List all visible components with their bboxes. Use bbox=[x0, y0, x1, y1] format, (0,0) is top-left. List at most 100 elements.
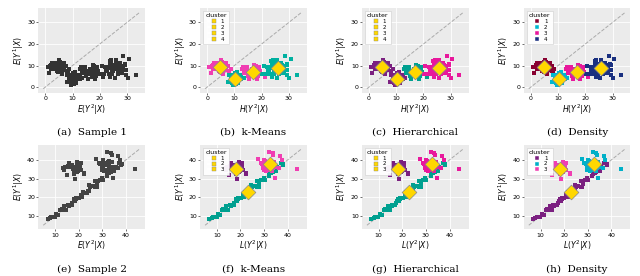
Point bbox=[564, 172, 575, 177]
Point bbox=[71, 80, 81, 84]
Point bbox=[273, 67, 283, 71]
Point bbox=[64, 75, 74, 79]
Point bbox=[577, 70, 588, 75]
Point bbox=[51, 212, 61, 216]
Point bbox=[60, 168, 70, 172]
Point bbox=[223, 172, 234, 177]
Point bbox=[393, 78, 403, 83]
Point bbox=[409, 67, 419, 72]
Point bbox=[209, 61, 219, 65]
Point bbox=[414, 67, 424, 71]
Point bbox=[573, 184, 584, 188]
Text: (b)  k-Means: (b) k-Means bbox=[220, 128, 287, 137]
Point bbox=[392, 75, 403, 79]
Point bbox=[66, 76, 76, 81]
Legend: 1, 2, 3, 4: 1, 2, 3, 4 bbox=[203, 11, 229, 44]
Point bbox=[218, 72, 228, 76]
Point bbox=[377, 213, 387, 217]
Point bbox=[51, 64, 61, 69]
Point bbox=[403, 68, 413, 73]
Point bbox=[567, 74, 577, 78]
Point bbox=[441, 70, 451, 75]
Point bbox=[387, 67, 397, 71]
Point bbox=[55, 208, 65, 212]
Point bbox=[420, 168, 431, 172]
Point bbox=[92, 67, 102, 71]
Point bbox=[273, 66, 283, 70]
Point bbox=[591, 75, 601, 79]
Point bbox=[228, 203, 239, 207]
Point bbox=[549, 79, 559, 83]
Point bbox=[248, 69, 259, 73]
X-axis label: $L(Y^2|X)$: $L(Y^2|X)$ bbox=[239, 239, 268, 253]
Point bbox=[420, 176, 431, 180]
Point bbox=[212, 60, 222, 65]
Point bbox=[531, 63, 541, 68]
Point bbox=[441, 69, 451, 73]
Point bbox=[396, 163, 406, 168]
Point bbox=[582, 176, 593, 180]
Point bbox=[231, 197, 241, 201]
Point bbox=[396, 160, 406, 164]
Point bbox=[576, 66, 586, 70]
Point bbox=[427, 71, 437, 76]
Point bbox=[124, 57, 134, 61]
Point bbox=[593, 65, 603, 69]
Point bbox=[102, 172, 113, 176]
Point bbox=[71, 196, 81, 201]
Point bbox=[539, 65, 549, 70]
Point bbox=[226, 161, 236, 166]
Point bbox=[410, 70, 420, 74]
Point bbox=[271, 66, 282, 70]
Point bbox=[408, 70, 418, 74]
Point bbox=[433, 166, 444, 171]
Point bbox=[548, 68, 558, 73]
Point bbox=[606, 68, 616, 72]
Point bbox=[412, 70, 422, 75]
Point bbox=[68, 169, 79, 173]
Point bbox=[234, 168, 244, 172]
Point bbox=[229, 78, 239, 83]
Point bbox=[542, 72, 552, 76]
Point bbox=[378, 59, 388, 64]
Point bbox=[552, 163, 562, 168]
Point bbox=[46, 215, 56, 219]
Point bbox=[86, 70, 96, 74]
Point bbox=[380, 64, 390, 68]
Point bbox=[401, 190, 412, 194]
Point bbox=[275, 66, 285, 70]
Point bbox=[595, 75, 605, 80]
Point bbox=[266, 171, 276, 175]
Point bbox=[84, 70, 95, 74]
Point bbox=[242, 65, 252, 69]
Point bbox=[65, 75, 76, 79]
Point bbox=[264, 162, 275, 166]
Point bbox=[115, 158, 125, 163]
Point bbox=[217, 208, 227, 212]
Point bbox=[232, 177, 243, 181]
Point bbox=[84, 70, 94, 74]
Point bbox=[227, 80, 237, 84]
Point bbox=[429, 75, 439, 79]
Point bbox=[573, 63, 583, 68]
Point bbox=[253, 182, 264, 187]
Point bbox=[108, 176, 118, 180]
Point bbox=[569, 70, 579, 74]
Point bbox=[259, 64, 269, 68]
Point bbox=[229, 201, 239, 205]
Point bbox=[557, 170, 568, 174]
Point bbox=[252, 179, 262, 183]
Point bbox=[429, 169, 439, 173]
Point bbox=[547, 64, 557, 68]
Point bbox=[413, 72, 424, 76]
Point bbox=[573, 68, 583, 73]
Point bbox=[550, 75, 560, 79]
Point bbox=[409, 72, 419, 76]
Point bbox=[551, 74, 561, 78]
Point bbox=[93, 70, 104, 74]
Point bbox=[277, 71, 287, 75]
Point bbox=[110, 75, 120, 80]
Point bbox=[415, 71, 426, 75]
Point bbox=[408, 68, 419, 73]
Point bbox=[431, 63, 441, 67]
